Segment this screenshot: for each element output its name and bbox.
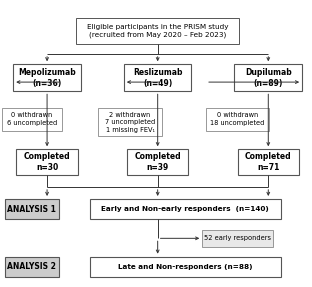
FancyBboxPatch shape <box>235 64 302 91</box>
FancyBboxPatch shape <box>2 108 62 131</box>
Text: Completed
n=39: Completed n=39 <box>134 152 181 172</box>
Text: 52 early responders: 52 early responders <box>204 235 271 241</box>
Text: Eligible participants in the PRISM study
(recruited from May 2020 – Feb 2023): Eligible participants in the PRISM study… <box>87 24 228 38</box>
Text: Dupilumab
(n=89): Dupilumab (n=89) <box>245 68 292 88</box>
FancyBboxPatch shape <box>5 199 59 220</box>
FancyBboxPatch shape <box>13 64 81 91</box>
FancyBboxPatch shape <box>206 108 269 131</box>
Text: 0 withdrawn
18 uncompleted: 0 withdrawn 18 uncompleted <box>210 113 265 126</box>
FancyBboxPatch shape <box>98 108 162 136</box>
Text: 0 withdrawn
6 uncompleted: 0 withdrawn 6 uncompleted <box>7 113 57 126</box>
FancyBboxPatch shape <box>124 64 192 91</box>
Text: Completed
n=71: Completed n=71 <box>245 152 292 172</box>
FancyBboxPatch shape <box>127 149 188 175</box>
FancyBboxPatch shape <box>16 149 78 175</box>
Text: ANALYSIS 2: ANALYSIS 2 <box>7 262 56 272</box>
FancyBboxPatch shape <box>90 199 280 220</box>
FancyBboxPatch shape <box>90 257 280 277</box>
FancyBboxPatch shape <box>5 257 59 277</box>
FancyBboxPatch shape <box>202 230 273 247</box>
FancyBboxPatch shape <box>76 18 239 44</box>
Text: Late and Non-responders (n=88): Late and Non-responders (n=88) <box>118 264 253 270</box>
FancyBboxPatch shape <box>237 149 299 175</box>
Text: Reslizumab
(n=49): Reslizumab (n=49) <box>133 68 183 88</box>
Text: Early and Non-early responders  (n=140): Early and Non-early responders (n=140) <box>101 206 269 212</box>
Text: Mepolizumab
(n=36): Mepolizumab (n=36) <box>18 68 76 88</box>
Text: Completed
n=30: Completed n=30 <box>24 152 71 172</box>
Text: 2 withdrawn
7 uncompleted
1 missing FEV₁: 2 withdrawn 7 uncompleted 1 missing FEV₁ <box>105 112 155 133</box>
Text: ANALYSIS 1: ANALYSIS 1 <box>7 205 56 214</box>
